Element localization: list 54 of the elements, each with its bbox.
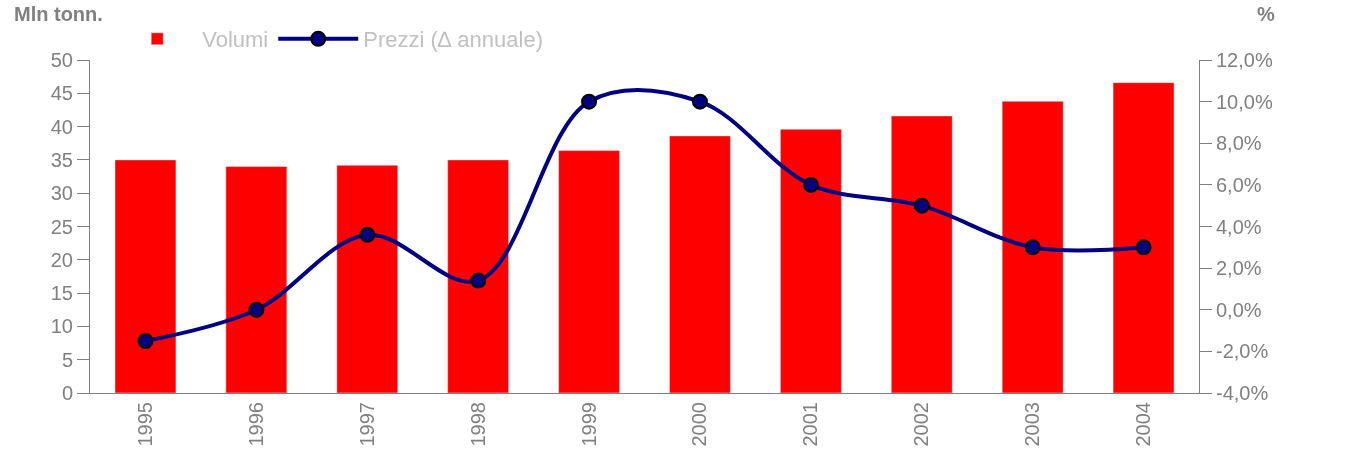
y2-tick-label: 12,0% xyxy=(1216,49,1273,71)
y-tick-label: 45 xyxy=(50,82,73,105)
y2-tick-label: 4,0% xyxy=(1216,215,1262,238)
bar xyxy=(225,166,288,393)
point xyxy=(470,272,487,289)
y2-tick-label: 8,0% xyxy=(1216,132,1262,155)
point xyxy=(691,93,708,110)
y-tick-label: 20 xyxy=(50,248,73,271)
y2-tick-label: 2,0% xyxy=(1216,257,1262,280)
point xyxy=(1024,239,1041,256)
y2-tick-label: 0,0% xyxy=(1216,298,1262,321)
bar xyxy=(669,135,731,393)
y2-tick-label: -4,0% xyxy=(1216,382,1269,404)
legend-label: Prezzi (∆ annuale) xyxy=(363,27,543,53)
point xyxy=(581,93,598,110)
y2-tick-label: 10,0% xyxy=(1216,90,1273,113)
point xyxy=(137,332,154,349)
x-tick-label: 1997 xyxy=(355,402,378,447)
point xyxy=(1135,239,1152,256)
y-tick-label: 50 xyxy=(50,49,73,71)
x-tick-label: 2001 xyxy=(799,402,822,447)
bar xyxy=(1001,101,1064,393)
y-tick-label: 35 xyxy=(50,148,73,171)
bar xyxy=(780,129,842,393)
x-tick-label: 2003 xyxy=(1021,402,1044,447)
y2-tick-label: -2,0% xyxy=(1216,340,1269,363)
x-tick-label: 1995 xyxy=(133,402,156,447)
y-tick-label: 30 xyxy=(50,182,73,205)
point xyxy=(802,176,819,193)
point xyxy=(248,301,265,318)
y-tick-label: 40 xyxy=(50,115,73,138)
y-tick-label: 0 xyxy=(61,382,73,404)
bar xyxy=(1112,82,1175,393)
y-tick-label: 15 xyxy=(50,282,73,305)
y-axis-title: Mln tonn. xyxy=(14,3,103,25)
x-tick-label: 2002 xyxy=(910,402,933,447)
bar xyxy=(447,159,509,393)
y-tick-label: 10 xyxy=(50,315,73,338)
x-tick-label: 1996 xyxy=(244,402,267,447)
x-tick-label: 1998 xyxy=(466,402,489,447)
point xyxy=(359,226,376,243)
bar xyxy=(558,150,620,393)
y-tick-label: 25 xyxy=(50,215,73,238)
bar xyxy=(891,115,953,393)
bar xyxy=(114,159,177,393)
point xyxy=(913,197,930,214)
x-tick-label: 1999 xyxy=(577,402,600,447)
y2-axis-title: % xyxy=(1257,3,1275,25)
bar xyxy=(336,164,398,393)
legend-label: Volumi xyxy=(202,27,269,53)
x-tick-label: 2004 xyxy=(1132,402,1155,447)
y2-tick-label: 6,0% xyxy=(1216,173,1262,196)
x-tick-label: 2000 xyxy=(688,402,711,447)
y-tick-label: 5 xyxy=(61,348,73,371)
